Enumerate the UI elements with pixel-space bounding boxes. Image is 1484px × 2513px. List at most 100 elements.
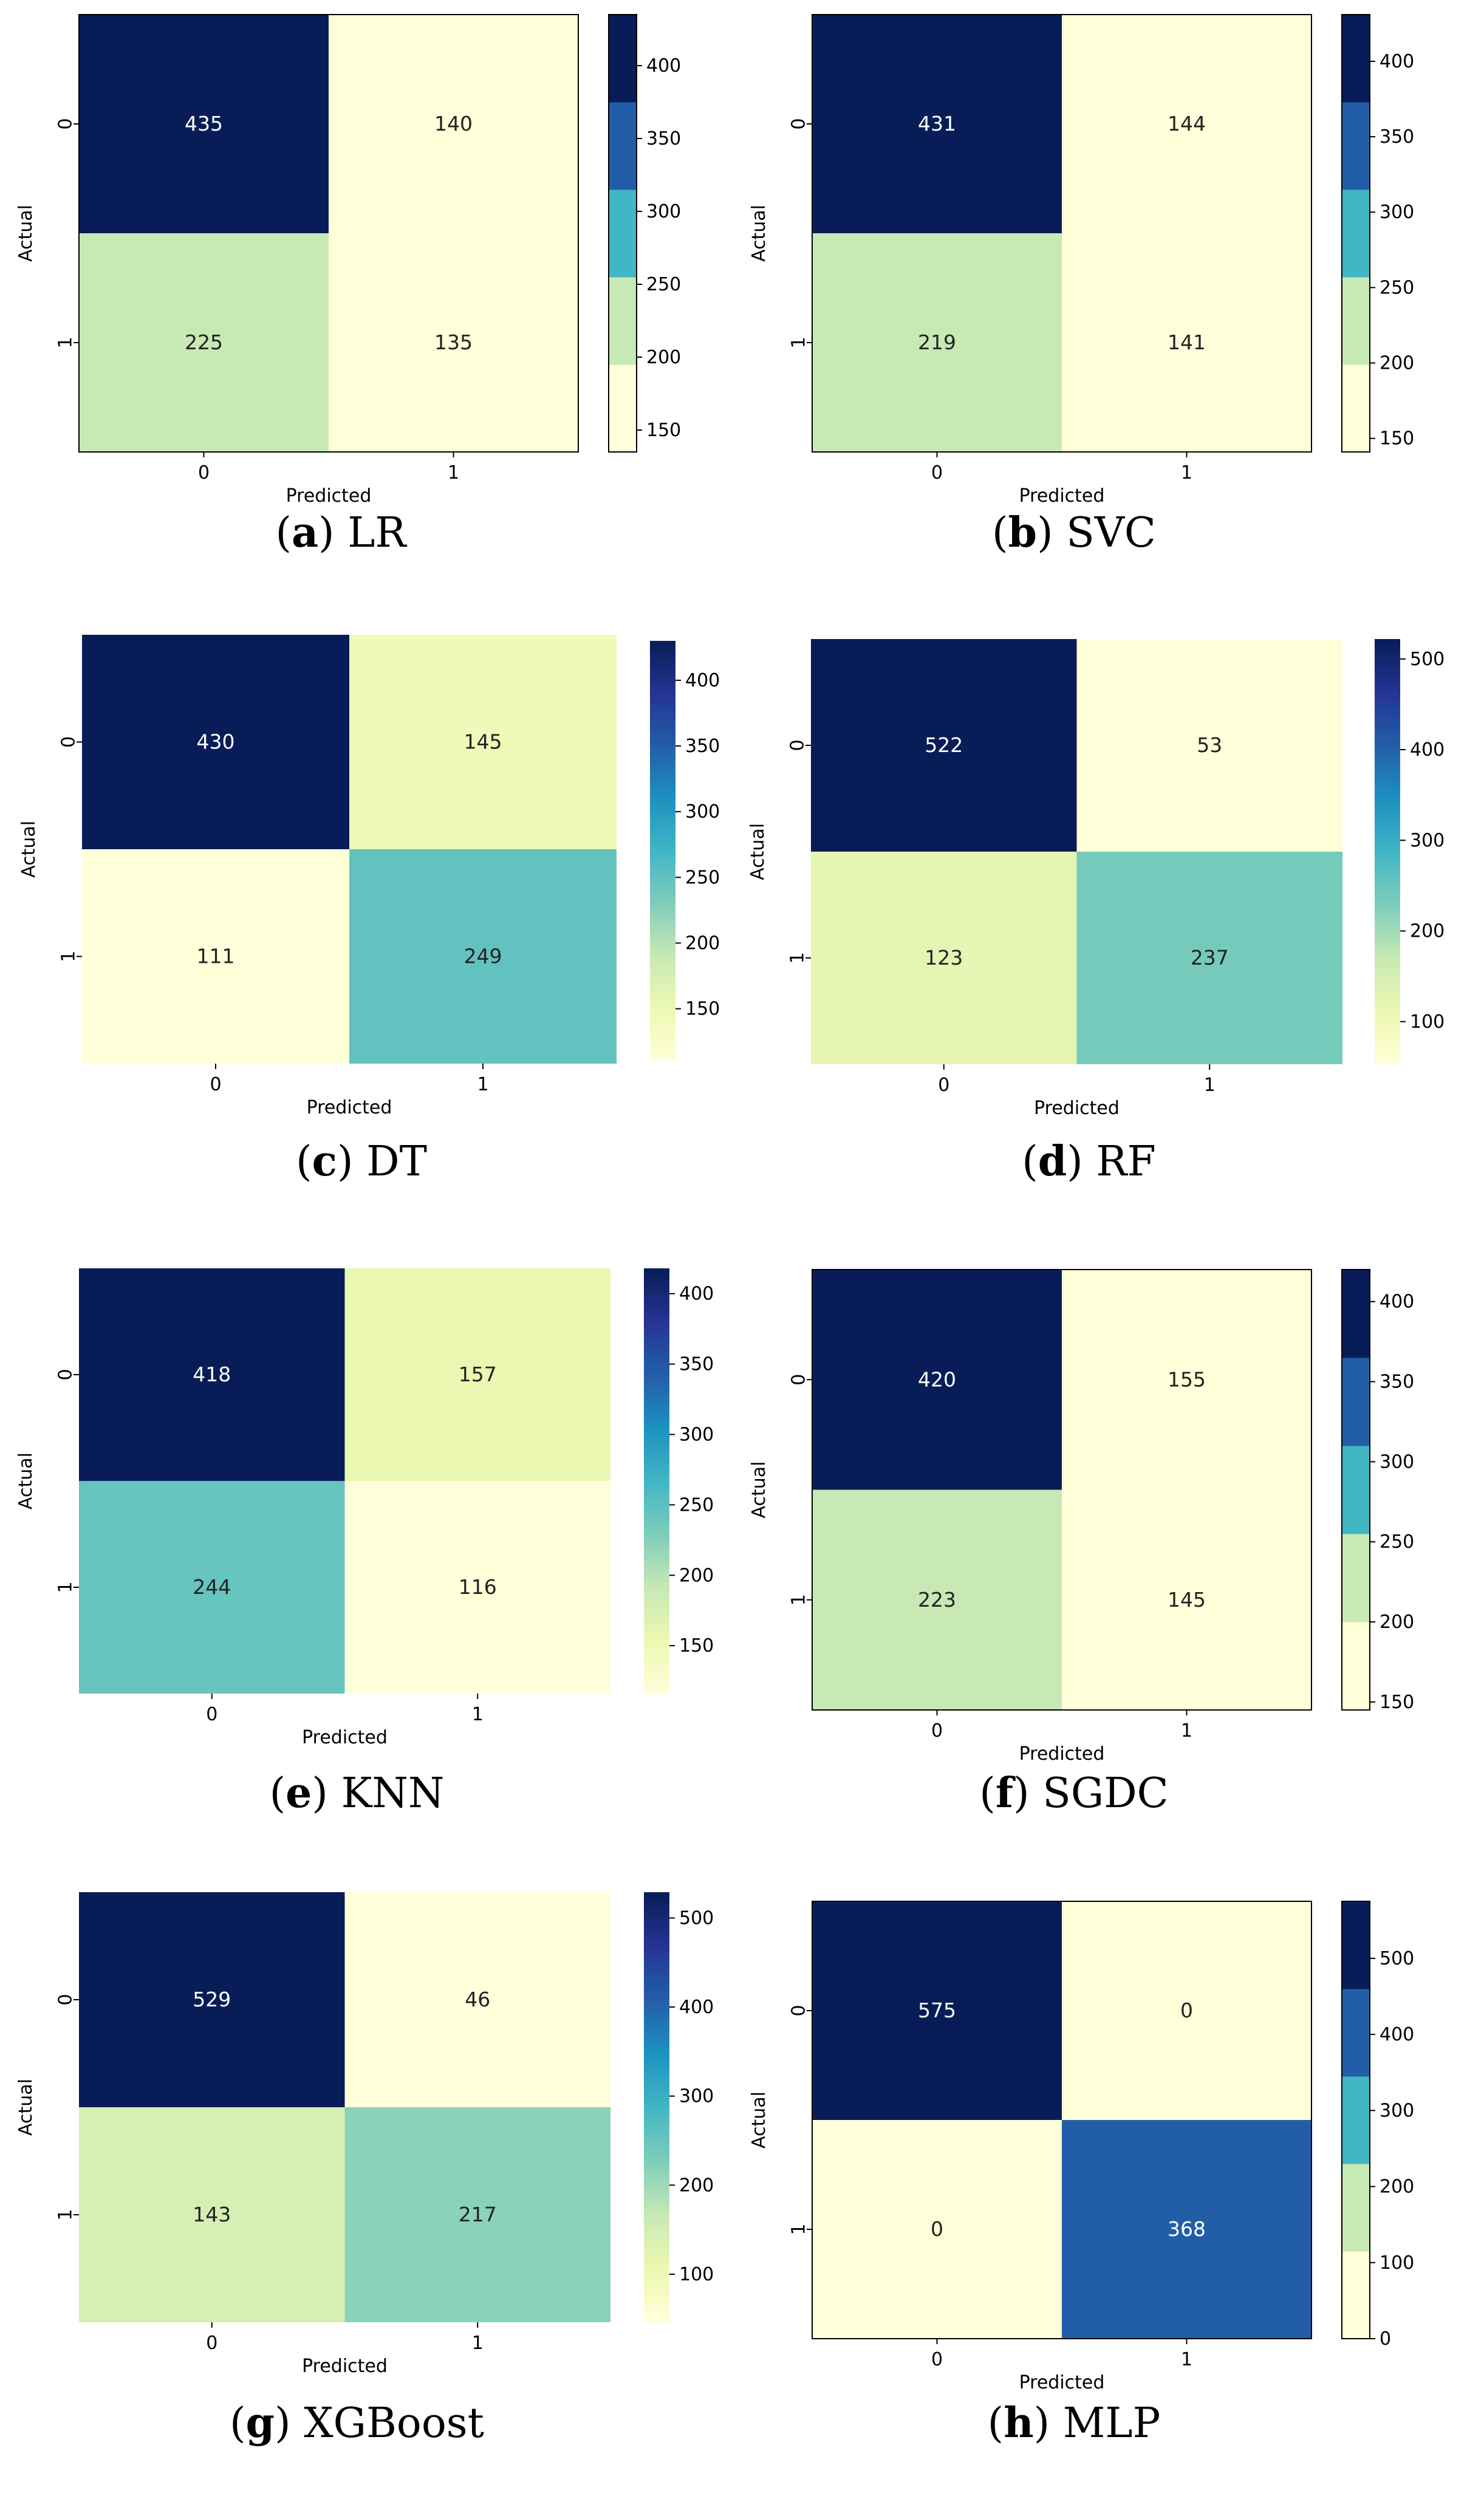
colorbar-step — [644, 1683, 669, 1689]
colorbar-step — [650, 813, 675, 819]
colorbar-step — [1375, 926, 1400, 932]
colorbar-tick-label: 300 — [685, 801, 720, 822]
x-tick-label: 1 — [1204, 1075, 1216, 1096]
colorbar-step — [644, 1624, 669, 1630]
colorbar-step — [650, 688, 675, 694]
colorbar-step — [644, 2257, 669, 2264]
colorbar-step — [650, 981, 675, 987]
colorbar-tick-label: 350 — [646, 128, 681, 149]
colorbar-step — [650, 803, 675, 809]
colorbar-step — [644, 1903, 669, 1909]
y-tick-label: 0 — [787, 739, 809, 751]
colorbar-step — [1375, 910, 1400, 916]
colorbar-step — [650, 1055, 675, 1061]
colorbar-step — [644, 2268, 669, 2274]
colorbar-step — [644, 1929, 669, 1936]
colorbar-step — [1375, 686, 1400, 693]
colorbar-step — [650, 824, 675, 830]
colorbar-step — [650, 767, 675, 773]
colorbar-step — [644, 1475, 669, 1482]
colorbar-tick-label: 250 — [679, 1494, 714, 1516]
colorbar: 150 200 250 300 350 400 — [650, 641, 720, 1061]
colorbar-step — [644, 1375, 669, 1381]
colorbar-step — [644, 1598, 669, 1604]
colorbar-step — [644, 1603, 669, 1609]
colorbar-step — [650, 918, 675, 925]
colorbar-step — [1375, 676, 1400, 682]
y-tick-label: 1 — [55, 337, 77, 348]
colorbar-step — [1375, 649, 1400, 655]
x-axis-label: Predicted — [1019, 1743, 1105, 1765]
colorbar-step — [644, 2193, 669, 2200]
colorbar-step — [644, 2182, 669, 2189]
cell-value-r0-c0: 522 — [925, 733, 963, 757]
chart-mlp: 575 0 0 368 0 1 0 1 Predicted Actual 0 100 200 300 400… — [748, 1901, 1414, 2447]
x-tick-label: 1 — [477, 1074, 488, 1095]
colorbar-step — [644, 2166, 669, 2172]
colorbar-step — [650, 662, 675, 668]
colorbar-step — [644, 1571, 669, 1578]
colorbar-step — [650, 892, 675, 898]
cell-r1-c0 — [811, 852, 1077, 1064]
colorbar-step — [644, 2053, 669, 2059]
colorbar-step — [644, 2042, 669, 2049]
colorbar-step — [644, 2209, 669, 2215]
colorbar-step — [644, 1919, 669, 1925]
colorbar-step — [644, 2241, 669, 2248]
colorbar-step — [644, 2037, 669, 2043]
y-axis-label: Actual — [748, 2091, 770, 2149]
colorbar-step — [644, 1630, 669, 1636]
colorbar-step — [650, 730, 675, 736]
colorbar-step — [1375, 825, 1400, 831]
colorbar-band — [1342, 190, 1370, 278]
colorbar-step — [644, 2080, 669, 2087]
cell-r0-c1 — [1076, 639, 1342, 852]
colorbar-step — [650, 855, 675, 861]
colorbar-tick-label: 400 — [1380, 1291, 1414, 1313]
cell-value-r0-c1: 155 — [1168, 1367, 1206, 1391]
colorbar-step — [1375, 671, 1400, 677]
colorbar-step — [650, 861, 675, 867]
colorbar-step — [1375, 819, 1400, 826]
colorbar-step — [644, 2220, 669, 2226]
colorbar-step — [650, 945, 675, 951]
colorbar-step — [650, 756, 675, 762]
colorbar-step — [1375, 639, 1400, 645]
colorbar-step — [650, 693, 675, 699]
colorbar-step — [644, 1348, 669, 1354]
colorbar-step — [650, 881, 675, 887]
colorbar-step — [644, 1989, 669, 1995]
cell-r0-c1 — [1062, 15, 1311, 233]
colorbar-step — [1375, 862, 1400, 868]
colorbar-step — [644, 1433, 669, 1439]
colorbar-tick-label: 300 — [646, 201, 681, 222]
colorbar-step — [650, 725, 675, 731]
colorbar-step — [1375, 984, 1400, 991]
cell-value-r1-c1: 249 — [464, 945, 502, 968]
colorbar-step — [1375, 889, 1400, 895]
colorbar-frame — [1341, 14, 1370, 453]
colorbar-step — [644, 1316, 669, 1322]
x-tick-label: 1 — [1181, 1720, 1192, 1742]
cell-value-r1-c0: 219 — [918, 330, 956, 354]
colorbar-step — [644, 1908, 669, 1914]
colorbar-step — [650, 939, 675, 945]
colorbar-tick-label: 100 — [1410, 1011, 1445, 1033]
subfigure-caption: (h) MLP — [988, 2399, 1161, 2447]
colorbar-step — [1375, 995, 1400, 1001]
x-tick-label: 0 — [931, 462, 943, 484]
colorbar-step — [644, 2311, 669, 2317]
x-tick-label: 0 — [206, 1704, 217, 1725]
subfigure-caption: (f) SGDC — [979, 1769, 1168, 1817]
colorbar-step — [644, 1539, 669, 1545]
cell-r0-c0 — [811, 639, 1077, 852]
colorbar-step — [644, 2059, 669, 2065]
colorbar-tick-label: 400 — [679, 1284, 714, 1305]
colorbar-band — [1342, 1901, 1370, 1989]
colorbar-step — [644, 1380, 669, 1386]
colorbar-tick-label: 500 — [1380, 1948, 1414, 1969]
colorbar-step — [644, 1279, 669, 1285]
cell-r1-c1 — [1062, 2120, 1311, 2339]
colorbar-step — [644, 1978, 669, 1985]
